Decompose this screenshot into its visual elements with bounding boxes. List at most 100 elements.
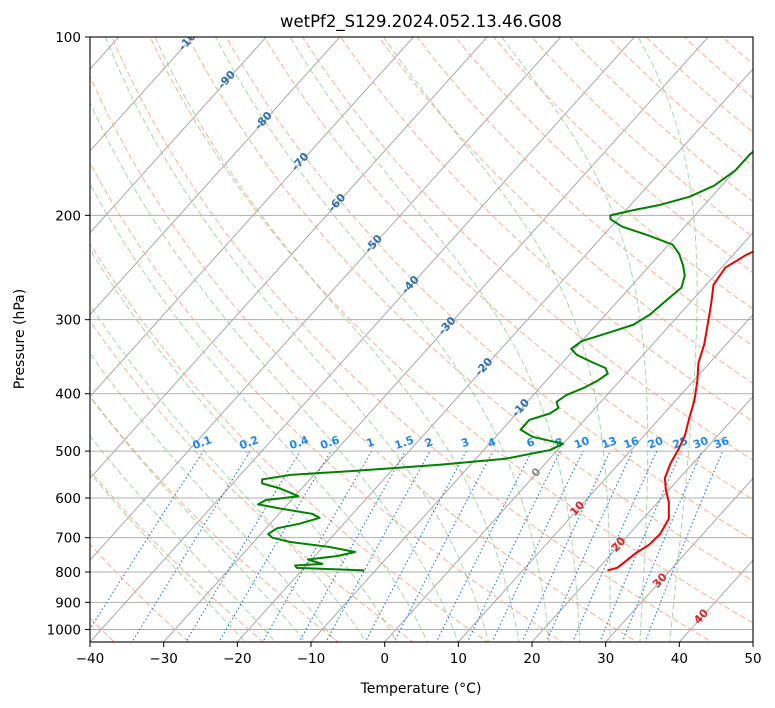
x-tick-label: 40 <box>671 651 688 667</box>
dry-adiabat <box>492 37 753 274</box>
mixing-ratio-line <box>325 450 431 642</box>
y-tick-label: 1000 <box>47 622 81 638</box>
dry-adiabat <box>645 37 753 133</box>
y-tick-label: 200 <box>55 208 81 224</box>
dry-adiabat <box>530 37 753 238</box>
isotherm-line <box>310 150 753 642</box>
dry-adiabat <box>607 37 753 168</box>
dry-adiabat <box>90 161 564 642</box>
moist-adiabat <box>90 182 429 642</box>
dry-adiabat <box>454 37 753 310</box>
isotherm-lines <box>90 37 753 642</box>
x-tick-label: 10 <box>450 651 467 667</box>
mixing-ratio-label: 30 <box>691 434 710 452</box>
x-tick-label: 30 <box>597 651 614 667</box>
mixing-ratio-line <box>218 450 332 642</box>
moist-adiabat <box>104 37 490 642</box>
mixing-ratio-label: 0.1 <box>191 433 214 452</box>
plot-frame <box>89 36 754 643</box>
isotherm-line <box>90 37 415 398</box>
mixing-ratio-label: 36 <box>712 434 731 452</box>
moist-adiabat <box>90 304 367 642</box>
mixing-ratio-label: 3 <box>459 435 471 450</box>
mixing-ratio-lines <box>90 450 724 642</box>
mixing-ratio-label: 13 <box>600 434 619 451</box>
mixing-ratio-label: 0.2 <box>238 433 261 452</box>
sounding-series <box>257 150 753 572</box>
temperature-profile <box>607 250 753 572</box>
isotherm-line <box>531 395 753 642</box>
mixing-ratio-line <box>599 450 682 642</box>
moist-adiabat <box>90 248 398 642</box>
mixing-ratio-line <box>644 450 724 642</box>
mixing-ratio-label: 25 <box>671 434 690 451</box>
mixing-ratio-line <box>298 450 406 642</box>
mixing-ratio-line <box>545 450 634 642</box>
moist-adiabat <box>90 352 337 642</box>
x-tick-label: 20 <box>523 651 540 667</box>
x-tick-label: −10 <box>297 651 326 667</box>
isotherm-line <box>90 37 267 234</box>
y-tick-label: 300 <box>55 313 81 329</box>
moist-adiabat <box>214 37 550 642</box>
dry-adiabats <box>90 37 753 642</box>
y-tick-label: 400 <box>55 387 81 403</box>
mixing-ratio-label: 16 <box>622 434 641 452</box>
y-tick-label: 600 <box>55 491 81 507</box>
dry-adiabat <box>90 543 190 642</box>
moist-adiabat <box>637 37 698 642</box>
isotherm-line <box>457 313 753 642</box>
pressure-grid <box>90 37 753 630</box>
x-tick-label: 50 <box>744 651 761 667</box>
mixing-ratio-label: 10 <box>572 434 591 452</box>
dry-adiabat <box>111 37 713 642</box>
dry-adiabat <box>90 75 638 642</box>
moist-adiabat <box>500 37 649 642</box>
x-tick-label: 0 <box>380 651 389 667</box>
dewpoint-profile <box>257 150 753 572</box>
mixing-ratio-label: 1.5 <box>393 433 416 452</box>
x-tick-label: −30 <box>149 651 178 667</box>
mixing-ratio-label: 0.4 <box>288 433 311 452</box>
isotherm-line <box>90 37 488 480</box>
dry-adiabat <box>416 37 753 347</box>
mixing-ratio-line <box>572 450 658 642</box>
dry-adiabat <box>263 37 753 501</box>
mixing-ratio-line <box>466 450 561 642</box>
moist-adiabat <box>289 37 581 642</box>
dry-adiabat <box>90 242 489 642</box>
isotherm-line <box>383 231 753 642</box>
isotherm-line <box>90 37 341 316</box>
dry-adiabat <box>378 37 753 385</box>
moist-adiabat <box>154 37 520 642</box>
dry-adiabat <box>187 37 753 582</box>
mixing-ratio-label: 1 <box>365 435 377 450</box>
isotherm-line <box>604 477 753 642</box>
isotherm-line <box>90 37 562 561</box>
dry-adiabat <box>225 37 753 541</box>
mixing-ratio-label: 4 <box>486 435 498 450</box>
isotherm-line <box>162 37 709 642</box>
mixing-ratio-line <box>435 450 533 642</box>
dry-adiabat <box>149 37 753 624</box>
y-tick-label: 500 <box>55 444 81 460</box>
dry-adiabat <box>90 320 414 642</box>
mixing-ratio-line <box>90 450 204 630</box>
dry-adiabat <box>302 37 753 461</box>
mixing-ratio-label: 0.6 <box>318 433 341 452</box>
moist-adiabat <box>90 101 459 642</box>
x-axis-title: Temperature (°C) <box>360 681 482 697</box>
mixing-ratio-line <box>521 450 611 642</box>
y-tick-label: 800 <box>55 565 81 581</box>
mixing-ratio-line <box>185 450 301 642</box>
mixing-ratio-label: 6 <box>525 435 537 450</box>
moist-adiabat <box>383 37 611 642</box>
dry-adiabat <box>340 37 753 423</box>
y-tick-label: 900 <box>55 595 81 611</box>
mixing-ratio-line <box>262 450 373 642</box>
moist-adiabat <box>90 472 246 642</box>
axes: −40 −30 −20 −10 0 10 20 30 40 50 1000 900 800 700 600 5… <box>47 30 762 667</box>
isotherm-line <box>90 37 636 642</box>
y-tick-label: 100 <box>55 30 81 46</box>
